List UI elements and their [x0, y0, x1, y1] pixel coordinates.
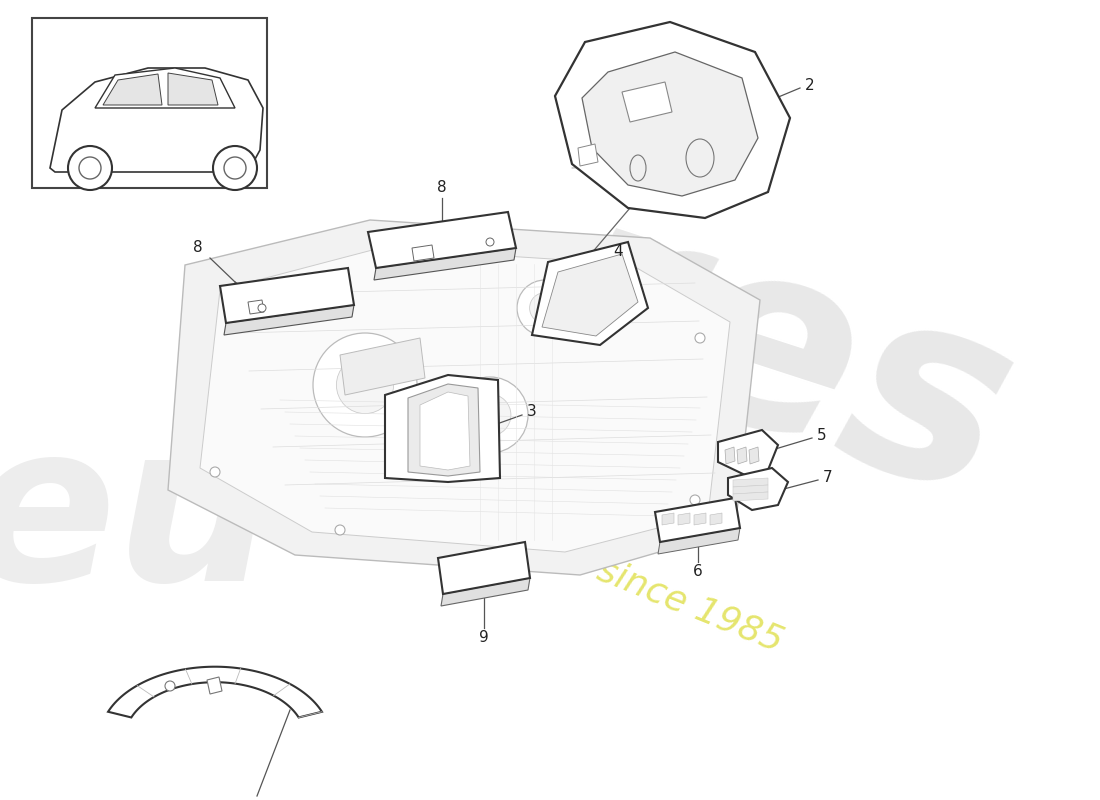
Text: 3: 3: [527, 405, 537, 419]
Circle shape: [314, 333, 417, 437]
Polygon shape: [662, 513, 674, 525]
Polygon shape: [95, 68, 235, 108]
Circle shape: [517, 280, 573, 336]
Circle shape: [690, 495, 700, 505]
Polygon shape: [532, 242, 648, 345]
Circle shape: [165, 681, 175, 691]
Polygon shape: [658, 528, 740, 554]
Polygon shape: [50, 68, 263, 172]
Polygon shape: [621, 82, 672, 122]
Circle shape: [250, 295, 260, 305]
Polygon shape: [168, 73, 218, 105]
Text: res: res: [519, 166, 1042, 554]
Polygon shape: [578, 144, 598, 166]
Polygon shape: [200, 248, 730, 552]
Polygon shape: [385, 375, 501, 482]
Text: 4: 4: [613, 245, 623, 259]
Polygon shape: [374, 248, 516, 280]
Text: a passion  since 1985: a passion since 1985: [412, 481, 788, 659]
Polygon shape: [412, 245, 434, 261]
Circle shape: [337, 357, 394, 414]
Polygon shape: [733, 485, 768, 494]
Polygon shape: [654, 498, 740, 542]
Polygon shape: [694, 513, 706, 525]
Circle shape: [68, 146, 112, 190]
Circle shape: [529, 293, 560, 323]
Ellipse shape: [630, 155, 646, 181]
Polygon shape: [368, 212, 516, 268]
Polygon shape: [224, 305, 354, 335]
Polygon shape: [728, 468, 788, 510]
Text: 5: 5: [817, 427, 827, 442]
Ellipse shape: [686, 139, 714, 177]
Circle shape: [452, 377, 528, 453]
Text: 8: 8: [437, 181, 447, 195]
Polygon shape: [103, 74, 162, 105]
Polygon shape: [582, 52, 758, 196]
Polygon shape: [220, 268, 354, 323]
Polygon shape: [542, 254, 638, 336]
Polygon shape: [408, 384, 480, 476]
Polygon shape: [207, 677, 222, 694]
Polygon shape: [340, 338, 425, 395]
Polygon shape: [749, 447, 759, 464]
Circle shape: [213, 146, 257, 190]
Polygon shape: [733, 478, 768, 487]
Circle shape: [695, 333, 705, 343]
Circle shape: [486, 238, 494, 246]
Circle shape: [79, 157, 101, 179]
Circle shape: [210, 467, 220, 477]
Circle shape: [224, 157, 246, 179]
Text: 9: 9: [480, 630, 488, 646]
Polygon shape: [737, 447, 747, 464]
Polygon shape: [248, 300, 264, 314]
Polygon shape: [168, 220, 760, 575]
Polygon shape: [441, 578, 530, 606]
Polygon shape: [710, 513, 722, 525]
Text: 8: 8: [194, 241, 202, 255]
Polygon shape: [438, 542, 530, 594]
Circle shape: [258, 304, 266, 312]
Polygon shape: [725, 447, 735, 464]
Polygon shape: [678, 513, 690, 525]
Polygon shape: [108, 666, 322, 718]
Polygon shape: [733, 492, 768, 501]
Text: 6: 6: [693, 565, 703, 579]
Text: 7: 7: [823, 470, 833, 485]
Circle shape: [615, 263, 625, 273]
Polygon shape: [556, 22, 790, 218]
Text: 2: 2: [805, 78, 815, 93]
Polygon shape: [718, 430, 778, 475]
FancyBboxPatch shape: [32, 18, 267, 188]
Text: eu: eu: [0, 413, 275, 627]
Polygon shape: [420, 392, 470, 470]
Circle shape: [469, 394, 510, 436]
Circle shape: [336, 525, 345, 535]
